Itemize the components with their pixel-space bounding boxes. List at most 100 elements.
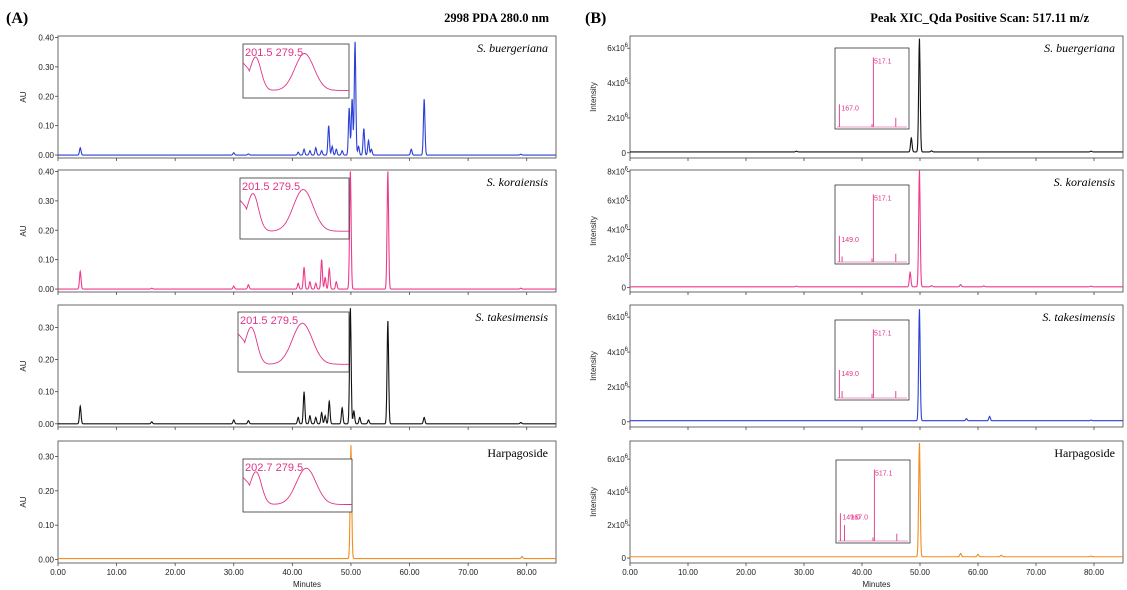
panel-a-3-inset-label: 201.5 279.5	[240, 315, 298, 327]
panel-b-1-inset: 517.1 167.0	[834, 47, 910, 130]
panel-a-1: 0.00 0.10 0.20 0.30 0.40 AU S. buergeriana 201.…	[19, 33, 557, 161]
panel-b-3-sample-name: S. takesimensis	[1042, 310, 1115, 324]
panel-b-3: 0 2x106 4x106 6x106 Intensity S. takesimensis…	[589, 304, 1124, 430]
panel-a-3-trace	[58, 308, 556, 425]
panel-b-3-ytick-label: 0	[622, 418, 627, 427]
panel-a-2-sample-name: S. koraiensis	[487, 175, 549, 189]
panel-b-3-trace	[630, 309, 1123, 422]
panel-b-2: 0 2x106 4x106 6x106 8x106 Intensity S. koraien…	[589, 166, 1124, 295]
panel-b-2-frame	[629, 169, 1124, 293]
panel-a-2-ytick-label: 0.10	[38, 256, 54, 265]
panel-b-1-frame	[629, 35, 1124, 159]
panel-a-4-xtick-label: 80.00	[517, 568, 538, 577]
panel-b-2-inset-label-2: 149.0	[841, 237, 859, 244]
panel-b-2-ytick-label: 8x106	[607, 166, 628, 176]
panel-b-4-xtick-label: 0.00	[622, 568, 638, 577]
panel-b-4: 0 2x106 4x106 6x106 0.00 10.00 20.00 30.00 40.00…	[589, 440, 1124, 589]
panel-a-4-xtick-label: 50.00	[341, 568, 362, 577]
panel-b-2-inset-label-1: 517.1	[874, 195, 892, 202]
panel-b-4-ytick-label: 6x106	[607, 454, 628, 464]
panel-b-1-trace	[630, 38, 1123, 153]
panel-a-3-frame	[57, 304, 557, 428]
panel-a-4-xtick-label: 60.00	[400, 568, 421, 577]
panel-b-4-xtick-label: 20.00	[736, 568, 757, 577]
panel-a-2: 0.00 0.10 0.20 0.30 0.40 AU S. koraiensis 201.5…	[19, 167, 557, 295]
panel-b-1-ytick-label: 4x106	[607, 78, 628, 88]
panel-a-2-inset-label: 201.5 279.5	[242, 181, 300, 193]
panel-a-2-ytick-label: 0.00	[38, 285, 54, 294]
panel-a-1-ytick-label: 0.00	[38, 151, 54, 160]
panel-a-3-ylabel: AU	[19, 360, 28, 371]
panel-a-4-inset-uv-curve	[242, 467, 352, 505]
panel-a-3: 0.00 0.10 0.20 0.30 AU S. takesimensis 201.5 2…	[19, 304, 557, 430]
panel-b-1-ytick-label: 0	[622, 149, 627, 158]
panel-b-4-frame	[629, 440, 1124, 564]
panel-a-1-trace	[58, 41, 556, 156]
panel-a-3-ytick-label: 0.00	[38, 420, 54, 429]
panel-b-4-xtick-label: 80.00	[1084, 568, 1105, 577]
panel-b-3-inset-frame	[834, 319, 910, 401]
panel-b-4-xlabel: Minutes	[862, 580, 890, 589]
panel-b-header: Peak XIC_Qda Positive Scan: 517.11 m/z	[870, 11, 1089, 25]
panel-a-1-ytick-label: 0.10	[38, 122, 54, 131]
panel-b-3-ytick-label: 2x106	[607, 382, 628, 392]
panel-a-2-frame	[57, 169, 557, 293]
panel-a-4-ytick-label: 0.30	[38, 452, 54, 461]
panel-b-4-trace	[630, 442, 1123, 558]
panel-b-3-ytick-label: 6x106	[607, 312, 628, 322]
panel-b-4-inset-label-2: 149.0	[842, 514, 860, 521]
panel-b-4-sample-name: Harpagoside	[1054, 446, 1115, 460]
panel-a-2-ytick-label: 0.30	[38, 197, 54, 206]
panel-a-1-ytick-label: 0.40	[38, 33, 54, 42]
panel-b-4-inset-label-3: 167.0	[851, 514, 869, 521]
panel-b-3-inset-label-2: 149.0	[841, 371, 859, 378]
panel-a-2-inset-uv-curve	[239, 189, 349, 232]
panel-a-1-inset-label: 201.5 279.5	[245, 47, 303, 59]
panel-b-4-xtick-label: 40.00	[852, 568, 873, 577]
panel-b-4-xtick-label: 50.00	[910, 568, 931, 577]
panel-a-4-xtick-label: 40.00	[282, 568, 303, 577]
panel-a-2-ylabel: AU	[19, 225, 28, 236]
panel-a-1-frame	[57, 35, 557, 159]
panel-b-2-ytick-label: 4x106	[607, 225, 628, 235]
panel-a-1-ytick-label: 0.20	[38, 92, 54, 101]
panel-a-4-ytick-label: 0.10	[38, 521, 54, 530]
chart-panels: 0.00 0.10 0.20 0.30 0.40 AU S. buergeriana 201.…	[19, 33, 1124, 589]
panel-a-4-ytick-label: 0.20	[38, 487, 54, 496]
panel-a-1-sample-name: S. buergeriana	[477, 41, 548, 55]
panel-b-3-ytick-label: 4x106	[607, 347, 628, 357]
panel-b-1-ytick-label: 6x106	[607, 43, 628, 53]
panel-b-4-ylabel: Intensity	[589, 487, 598, 517]
panel-b-3-inset-label-1: 517.1	[874, 330, 892, 337]
panel-b-4-xtick-label: 70.00	[1026, 568, 1047, 577]
panel-b-4-xtick-label: 30.00	[794, 568, 815, 577]
panel-a-4-inset: 202.7 279.5	[242, 458, 353, 513]
panel-b-2-inset: 517.1 149.0	[834, 184, 910, 265]
panel-a-4-xtick-label: 0.00	[50, 568, 66, 577]
panel-b-1-inset-label-1: 517.1	[874, 58, 892, 65]
panel-b-1: 0 2x106 4x106 6x106 Intensity S. buergeriana 5…	[589, 35, 1124, 161]
panel-b-1-ytick-label: 2x106	[607, 113, 628, 123]
panel-b-4-ytick-label: 4x106	[607, 487, 628, 497]
panel-b-1-inset-label-2: 167.0	[841, 105, 859, 112]
panel-b-4-ytick-label: 0	[622, 554, 627, 563]
panel-b-2-inset-frame	[834, 184, 910, 265]
panel-a-4-xtick-label: 10.00	[107, 568, 128, 577]
panel-a-4-inset-label: 202.7 279.5	[245, 462, 303, 474]
panel-a-4-sample-name: Harpagoside	[487, 446, 548, 460]
panel-b-2-ytick-label: 0	[622, 284, 627, 293]
panel-a-4-xlabel: Minutes	[293, 580, 321, 589]
panel-b-4-ytick-label: 2x106	[607, 520, 628, 530]
panel-a-2-inset: 201.5 279.5	[239, 177, 350, 240]
panel-b-1-sample-name: S. buergeriana	[1044, 41, 1115, 55]
panel-b-4-inset-label-1: 517.1	[875, 470, 893, 477]
panel-a-1-inset-uv-curve	[242, 53, 349, 91]
panel-a-3-inset: 201.5 279.5	[237, 311, 350, 373]
panel-b-2-ytick-label: 2x106	[607, 254, 628, 264]
panel-b-3-frame	[629, 304, 1124, 428]
panel-b-4-xtick-label: 10.00	[678, 568, 699, 577]
panel-a-3-ytick-label: 0.10	[38, 388, 54, 397]
panel-b-2-ylabel: Intensity	[589, 216, 598, 246]
